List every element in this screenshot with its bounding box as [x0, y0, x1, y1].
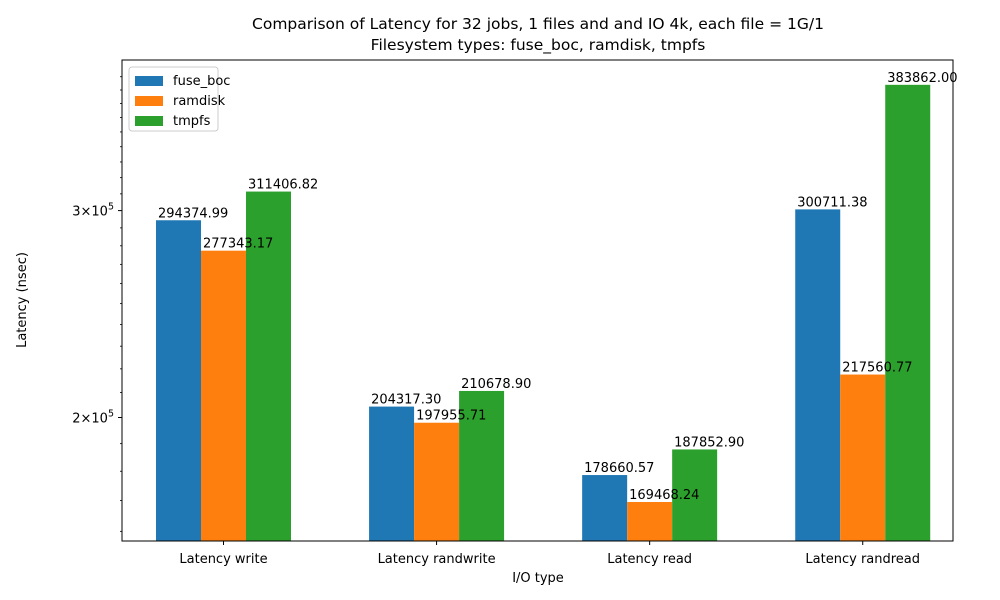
data-label-ramdisk-1: 197955.71 — [416, 409, 486, 424]
data-label-fuse_boc-1: 204317.30 — [371, 393, 441, 408]
plot-frame — [121, 59, 954, 542]
bar-tmpfs-2 — [672, 449, 718, 541]
x-axis-label: I/O type — [512, 571, 564, 586]
data-label-tmpfs-2: 187852.90 — [674, 435, 744, 450]
data-label-tmpfs-3: 383862.00 — [887, 71, 957, 86]
data-labels-layer: 294374.99 204317.30 178660.57 300711.38 2773… — [158, 71, 958, 503]
x-axis-ticks: Latency write Latency randwrite Latency re… — [179, 541, 920, 567]
y-axis-ticks: 2×105 3×105 — [72, 76, 122, 532]
chart-subtitle: Filesystem types: fuse_boc, ramdisk, tmp… — [371, 36, 706, 55]
bar-tmpfs-0 — [246, 191, 291, 542]
legend-label-tmpfs: tmpfs — [173, 114, 211, 129]
y-tick-label: 3×105 — [72, 202, 114, 220]
bar-tmpfs-1 — [459, 390, 505, 541]
legend-label-fuse_boc: fuse_boc — [173, 74, 230, 89]
bar-fuse_boc-2 — [582, 475, 628, 541]
bar-ramdisk-2 — [627, 502, 673, 541]
bar-fuse_boc-0 — [156, 220, 201, 541]
data-label-ramdisk-3: 217560.77 — [842, 361, 912, 376]
legend-swatch-fuse_boc — [135, 76, 163, 86]
bar-fuse_boc-3 — [795, 209, 841, 541]
data-label-ramdisk-0: 277343.17 — [203, 237, 273, 252]
legend-swatch-ramdisk — [135, 96, 163, 106]
data-label-fuse_boc-0: 294374.99 — [158, 206, 228, 221]
bars-layer — [156, 84, 931, 542]
data-label-tmpfs-0: 311406.82 — [248, 178, 318, 193]
bar-ramdisk-0 — [201, 250, 246, 541]
data-label-fuse_boc-3: 300711.38 — [797, 195, 867, 210]
legend-swatch-tmpfs — [135, 116, 163, 126]
bar-ramdisk-3 — [840, 374, 886, 541]
data-label-fuse_boc-2: 178660.57 — [584, 461, 654, 476]
y-tick-label: 2×105 — [72, 408, 114, 426]
legend-label-ramdisk: ramdisk — [173, 94, 226, 109]
bar-fuse_boc-1 — [369, 406, 415, 541]
bar-ramdisk-1 — [414, 422, 460, 541]
chart-title: Comparison of Latency for 32 jobs, 1 fil… — [252, 15, 824, 33]
data-label-tmpfs-1: 210678.90 — [461, 377, 531, 392]
x-tick-label: Latency randread — [805, 552, 920, 567]
data-label-ramdisk-2: 169468.24 — [629, 488, 699, 503]
x-tick-label: Latency read — [607, 552, 692, 567]
y-axis-label: Latency (nsec) — [15, 252, 30, 348]
x-tick-label: Latency write — [179, 552, 267, 567]
bar-tmpfs-3 — [885, 84, 931, 541]
x-tick-label: Latency randwrite — [378, 552, 496, 567]
